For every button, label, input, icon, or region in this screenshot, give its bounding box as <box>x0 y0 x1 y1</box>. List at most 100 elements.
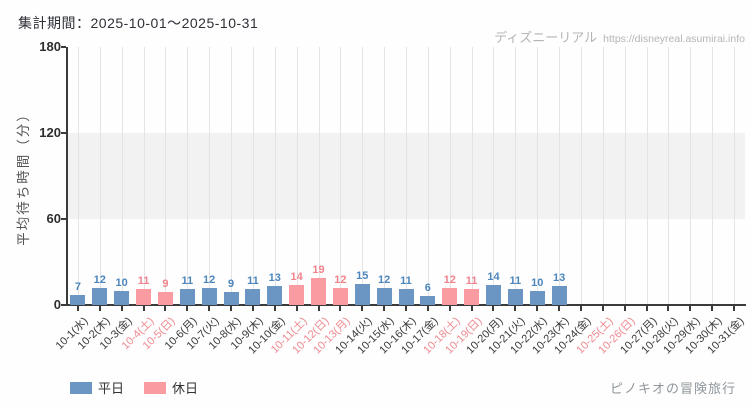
chart-plot-area <box>67 47 745 305</box>
bar-value-10-20(月): 14 <box>487 270 500 283</box>
bar-value-10-8(水): 9 <box>227 278 235 291</box>
bar-value-10-18(土): 12 <box>443 273 456 286</box>
weekday-color-swatch <box>70 381 92 394</box>
gridline-10-23(木) <box>559 47 561 305</box>
gridline-10-1(水) <box>77 47 79 305</box>
x-tick-mark-10-6(月) <box>186 306 189 311</box>
bar-value-10-14(火): 15 <box>356 269 369 282</box>
gridline-10-13(月) <box>340 47 342 305</box>
attraction-name: ピノキオの冒険旅行 <box>609 381 736 396</box>
bar-10-22(水) <box>529 290 545 305</box>
watermark-site-name: ディズニーリアル <box>494 30 598 45</box>
bar-10-23(木) <box>551 286 567 305</box>
x-tick-mark-10-15(水) <box>383 306 386 311</box>
y-tick-label-60: 60 <box>46 211 61 226</box>
gridline-10-31(金) <box>734 47 736 305</box>
x-tick-mark-10-3(金) <box>120 306 123 311</box>
y-tick-label-120: 120 <box>39 125 61 140</box>
bar-value-10-12(日): 19 <box>312 263 325 276</box>
gridline-10-25(土) <box>602 47 604 305</box>
watermark: ディズニーリアル https://disneyreal.asumirai.inf… <box>494 27 745 46</box>
aggregation-period-label: 集計期間：2025-10-01～2025-10-31 <box>18 15 259 31</box>
gridline-10-28(火) <box>668 47 670 305</box>
gridline-10-21(火) <box>515 47 517 305</box>
bar-value-10-23(木): 13 <box>552 272 566 285</box>
bar-10-11(土) <box>289 284 305 305</box>
y-tick-mark-0 <box>61 304 66 306</box>
bar-value-10-1(水): 7 <box>74 280 81 293</box>
bar-10-7(火) <box>201 287 217 305</box>
x-tick-mark-10-22(水) <box>536 306 539 311</box>
gridline-10-12(日) <box>318 47 320 305</box>
bar-10-12(日) <box>311 277 327 305</box>
gridline-10-10(金) <box>274 47 276 305</box>
gridline-10-20(月) <box>493 47 495 305</box>
x-tick-mark-10-7(火) <box>208 306 211 311</box>
bar-value-10-11(土): 14 <box>290 270 303 283</box>
gridline-10-27(月) <box>646 47 648 305</box>
x-tick-mark-10-24(金) <box>579 306 582 311</box>
bar-value-10-7(火): 12 <box>203 273 216 286</box>
x-tick-mark-10-16(木) <box>405 306 407 311</box>
bar-10-9(木) <box>245 289 261 305</box>
bar-10-3(金) <box>114 290 130 305</box>
y-tick-label-0: 0 <box>53 297 61 312</box>
bar-value-10-19(日): 11 <box>465 275 478 288</box>
legend-label-weekday: 平日 <box>98 381 125 396</box>
x-tick-mark-10-25(土) <box>601 306 604 311</box>
gridline-10-11(土) <box>296 47 298 305</box>
gridline-10-16(木) <box>406 47 407 305</box>
bar-10-6(月) <box>179 289 195 305</box>
bar-10-10(金) <box>267 286 283 305</box>
x-tick-mark-10-28(火) <box>667 306 670 311</box>
x-tick-mark-10-26(日) <box>623 306 626 311</box>
gridline-10-2(木) <box>99 47 101 305</box>
x-tick-mark-10-2(木) <box>98 306 101 311</box>
bar-value-10-9(木): 11 <box>247 275 259 288</box>
gridline-10-18(土) <box>449 47 451 305</box>
bar-value-10-5(日): 9 <box>162 278 169 291</box>
x-tick-mark-10-30(木) <box>711 306 714 311</box>
bar-10-5(日) <box>157 292 173 305</box>
bar-value-10-6(月): 11 <box>181 275 194 288</box>
y-axis-line <box>66 47 68 306</box>
bar-10-8(水) <box>223 292 239 305</box>
x-tick-mark-10-18(土) <box>448 306 451 311</box>
x-tick-mark-10-12(日) <box>317 306 320 311</box>
x-tick-mark-10-9(木) <box>251 306 254 311</box>
x-tick-mark-10-31(金) <box>733 306 736 311</box>
x-tick-mark-10-21(火) <box>514 306 517 311</box>
bar-value-10-3(金): 10 <box>115 276 128 289</box>
x-tick-mark-10-29(水) <box>689 306 692 311</box>
bar-10-17(金) <box>420 296 436 305</box>
bar-value-10-17(金): 6 <box>424 282 431 295</box>
x-tick-mark-10-23(木) <box>558 306 561 311</box>
x-tick-mark-10-4(土) <box>142 306 145 311</box>
x-tick-mark-10-11(土) <box>295 306 298 311</box>
bar-10-14(火) <box>354 283 370 305</box>
legend-item-holiday: 休日 <box>144 378 198 397</box>
gridline-10-22(水) <box>537 47 539 305</box>
bar-10-18(土) <box>442 287 458 305</box>
legend-item-weekday: 平日 <box>70 378 124 397</box>
legend-label-holiday: 休日 <box>172 381 199 396</box>
bar-value-10-4(土): 11 <box>137 275 150 288</box>
x-tick-mark-10-8(水) <box>230 306 233 311</box>
chart-legend: 平日 休日 <box>70 378 198 397</box>
gridline-10-19(日) <box>471 47 473 305</box>
gridline-10-3(金) <box>121 47 123 305</box>
gridline-10-26(日) <box>624 47 626 305</box>
y-tick-mark-180 <box>61 46 66 48</box>
x-tick-mark-10-13(月) <box>339 306 342 311</box>
holiday-color-swatch <box>144 381 167 394</box>
gridline-10-5(日) <box>165 47 167 305</box>
gridline-10-7(火) <box>209 47 211 305</box>
gridline-10-4(土) <box>143 47 145 305</box>
x-tick-mark-10-1(水) <box>76 306 79 311</box>
gridline-10-29(水) <box>690 47 692 305</box>
x-axis-line <box>66 304 746 306</box>
gridline-10-8(水) <box>231 47 233 305</box>
x-tick-mark-10-14(火) <box>361 306 364 311</box>
bar-10-2(木) <box>92 287 108 305</box>
x-tick-mark-10-19(日) <box>470 306 473 311</box>
